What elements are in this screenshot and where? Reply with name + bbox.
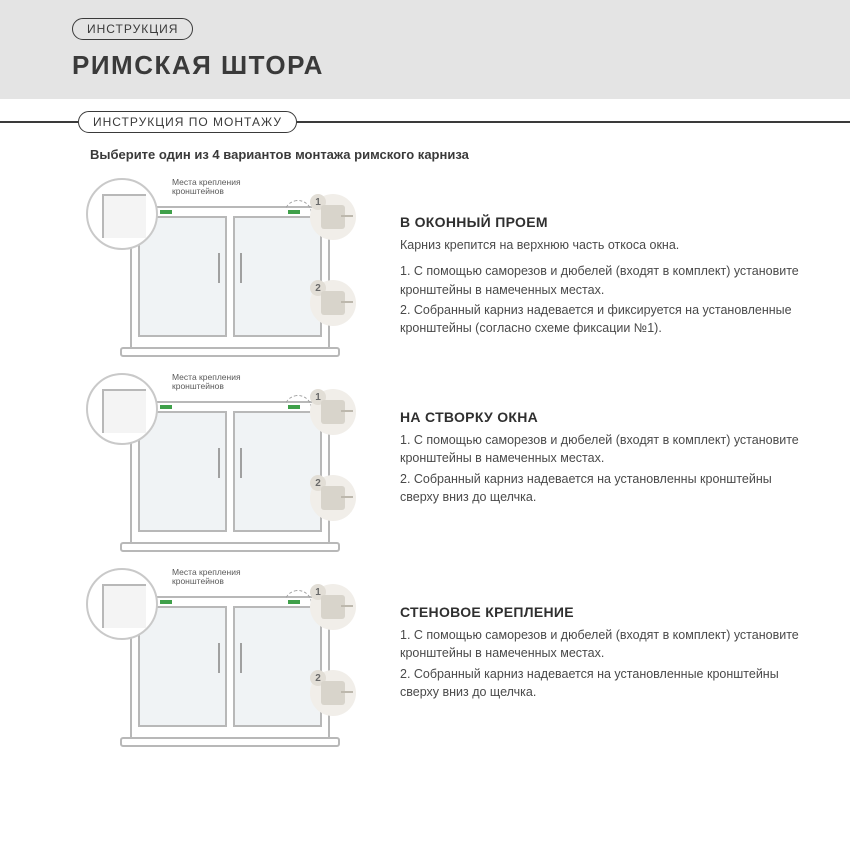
bracket-label: Места крепления кронштейнов [172, 568, 241, 587]
option-text: НА СТВОРКУ ОКНА 1. С помощью саморезов и… [400, 377, 810, 506]
option-step: 2. Собранный карниз надевается и фиксиру… [400, 301, 810, 337]
diagram: Места крепления кронштейнов 1 2 [90, 182, 370, 351]
intro-text: Выберите один из 4 вариантов монтажа рим… [90, 147, 810, 162]
section-label: ИНСТРУКЦИЯ ПО МОНТАЖУ [78, 111, 297, 133]
option-step: 1. С помощью саморезов и дюбелей (входят… [400, 262, 810, 298]
instruction-badge: ИНСТРУКЦИЯ [72, 18, 193, 40]
step-badge-1: 1 [310, 389, 356, 435]
option-text: В ОКОННЫЙ ПРОЕМ Карниз крепится на верхн… [400, 182, 810, 337]
step-badge-2: 2 [310, 280, 356, 326]
option-row: Места крепления кронштейнов 1 2 СТЕНОВОЕ… [90, 572, 810, 741]
window-illustration: 1 2 [130, 596, 330, 741]
detail-zoom-icon [86, 568, 158, 640]
window-illustration: 1 2 [130, 401, 330, 546]
detail-zoom-icon [86, 178, 158, 250]
option-text: СТЕНОВОЕ КРЕПЛЕНИЕ 1. С помощью саморезо… [400, 572, 810, 701]
detail-zoom-icon [86, 373, 158, 445]
step-badge-1: 1 [310, 584, 356, 630]
option-step: 2. Собранный карниз надевается на устано… [400, 665, 810, 701]
option-subtitle: Карниз крепится на верхнюю часть откоса … [400, 236, 810, 254]
diagram: Места крепления кронштейнов 1 2 [90, 572, 370, 741]
content: Выберите один из 4 вариантов монтажа рим… [0, 133, 850, 787]
page-title: РИМСКАЯ ШТОРА [72, 50, 850, 81]
option-title: НА СТВОРКУ ОКНА [400, 407, 810, 427]
bracket-label: Места крепления кронштейнов [172, 373, 241, 392]
window-illustration: 1 2 [130, 206, 330, 351]
option-row: Места крепления кронштейнов 1 2 НА СТВОР… [90, 377, 810, 546]
header-band: ИНСТРУКЦИЯ РИМСКАЯ ШТОРА [0, 0, 850, 99]
option-step: 1. С помощью саморезов и дюбелей (входят… [400, 431, 810, 467]
option-step: 1. С помощью саморезов и дюбелей (входят… [400, 626, 810, 662]
step-badge-1: 1 [310, 194, 356, 240]
option-step: 2. Собранный карниз надевается на устано… [400, 470, 810, 506]
option-title: СТЕНОВОЕ КРЕПЛЕНИЕ [400, 602, 810, 622]
step-badge-2: 2 [310, 475, 356, 521]
option-row: Места крепления кронштейнов 1 2 В ОКОННЫ… [90, 182, 810, 351]
bracket-label: Места крепления кронштейнов [172, 178, 241, 197]
option-title: В ОКОННЫЙ ПРОЕМ [400, 212, 810, 232]
step-badge-2: 2 [310, 670, 356, 716]
section-divider: ИНСТРУКЦИЯ ПО МОНТАЖУ [0, 111, 850, 133]
diagram: Места крепления кронштейнов 1 2 [90, 377, 370, 546]
